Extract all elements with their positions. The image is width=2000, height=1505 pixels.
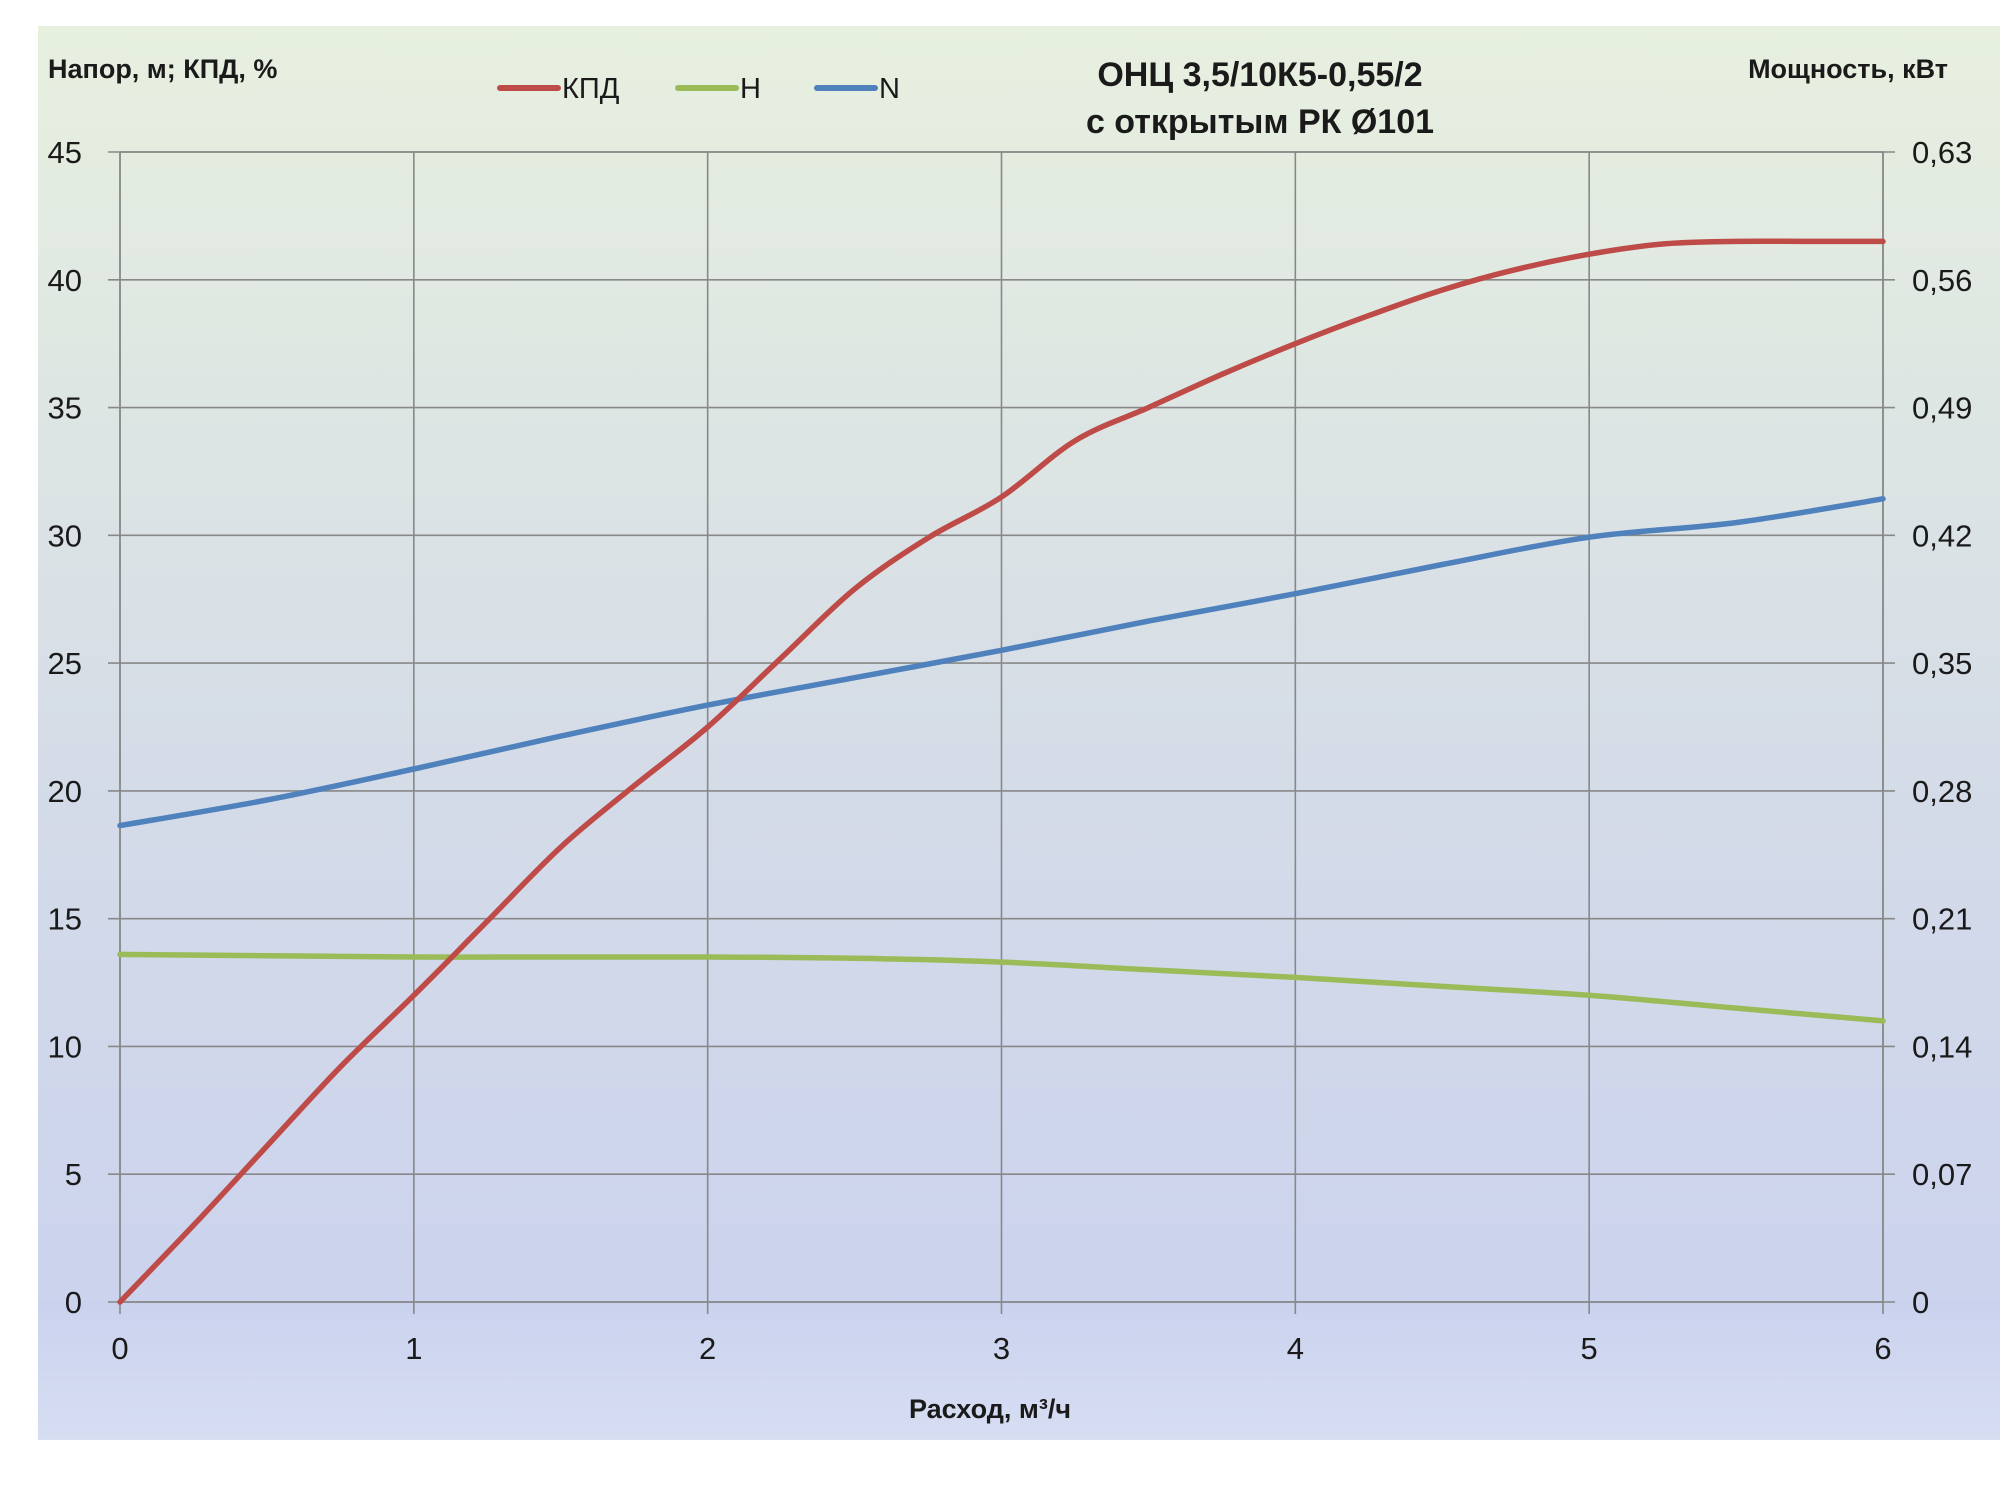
y-left-tick-label: 10 (48, 1029, 82, 1064)
y-axis-left-title: Напор, м; КПД, % (48, 54, 277, 84)
y-axis-right-title: Мощность, кВт (1748, 54, 1948, 84)
chart-title-line-2: с открытым РК Ø101 (1086, 103, 1434, 141)
y-right-tick-label: 0,14 (1912, 1029, 1972, 1064)
legend-label-efficiency: КПД (562, 73, 620, 105)
y-left-tick-label: 20 (48, 774, 82, 809)
y-right-tick-label: 0,28 (1912, 774, 1972, 809)
y-left-tick-label: 45 (48, 135, 82, 170)
y-left-tick-label: 0 (65, 1285, 82, 1320)
x-axis-title: Расход, м³/ч (909, 1394, 1071, 1424)
legend: КПД Н N (497, 73, 900, 105)
series-line-power (117, 496, 1886, 829)
y-right-tick-label: 0,42 (1912, 518, 1972, 553)
x-tick-labels: 0 1 2 3 4 5 6 (111, 1331, 1891, 1366)
chart-bottom-band (38, 1300, 2000, 1440)
y-left-tick-label: 30 (48, 518, 82, 553)
x-tick-label: 4 (1287, 1331, 1304, 1366)
y-right-tick-label: 0,35 (1912, 646, 1972, 681)
y-right-tick-label: 0,07 (1912, 1157, 1972, 1192)
plot-frame (119, 151, 1884, 1303)
x-tick-label: 0 (111, 1331, 128, 1366)
series-line-efficiency (117, 238, 1886, 1305)
series-line-head (117, 951, 1886, 1024)
x-tick-label: 2 (699, 1331, 716, 1366)
legend-label-power: N (879, 73, 900, 105)
y-left-tick-label: 25 (48, 646, 82, 681)
right-tick-labels: 0 0,07 0,14 0,21 0,28 0,35 0,42 0,49 0,56 0,63 (1912, 135, 1972, 1320)
chart-background (38, 26, 2000, 1440)
y-right-tick-label: 0,56 (1912, 263, 1972, 298)
chart-title-line-1: ОНЦ 3,5/10К5-0,55/2 (1097, 56, 1422, 94)
x-tick-label: 5 (1581, 1331, 1598, 1366)
y-right-tick-label: 0,21 (1912, 902, 1972, 937)
x-tick-label: 3 (993, 1331, 1010, 1366)
y-left-tick-label: 5 (65, 1157, 82, 1192)
y-left-tick-label: 15 (48, 902, 82, 937)
y-left-tick-label: 35 (48, 391, 82, 426)
y-right-tick-label: 0 (1912, 1285, 1929, 1320)
left-tick-labels: 0 5 10 15 20 25 30 35 40 45 (48, 135, 82, 1320)
series-layer (117, 238, 1886, 1305)
x-tick-label: 6 (1874, 1331, 1891, 1366)
y-right-tick-label: 0,63 (1912, 135, 1972, 170)
x-tick-label: 1 (405, 1331, 422, 1366)
legend-label-head: Н (740, 73, 761, 105)
y-right-tick-label: 0,49 (1912, 391, 1972, 426)
y-left-tick-label: 40 (48, 263, 82, 298)
